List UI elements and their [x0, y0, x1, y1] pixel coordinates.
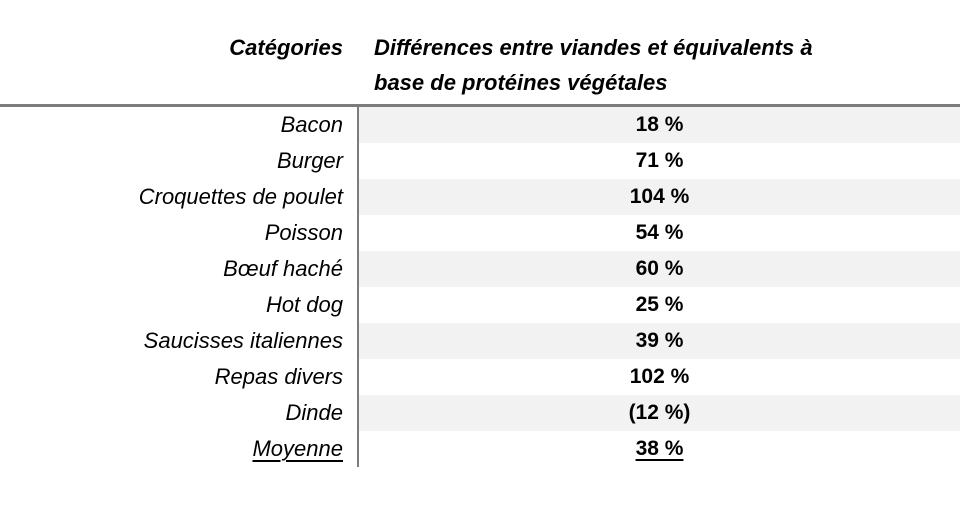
category-label: Burger [276, 148, 343, 173]
value-label: 104 % [629, 185, 690, 208]
value-label: 60 % [635, 257, 684, 280]
value-label: 54 % [635, 221, 684, 244]
category-label: Repas divers [214, 364, 343, 389]
table-row: Moyenne 38 % [0, 431, 960, 467]
table-row: Hot dog 25 % [0, 287, 960, 323]
value-label: 38 % [635, 437, 684, 460]
header-categories: Catégories [229, 35, 343, 60]
value-cell: 38 % [357, 431, 960, 467]
value-cell: 104 % [357, 179, 960, 215]
category-label: Croquettes de poulet [138, 184, 343, 209]
value-label: (12 %) [628, 401, 691, 424]
header-differences: Différences entre viandes et équivalents… [374, 35, 813, 95]
category-label: Saucisses italiennes [143, 328, 343, 353]
value-label: 39 % [635, 329, 684, 352]
value-cell: (12 %) [357, 395, 960, 431]
table-row: Repas divers 102 % [0, 359, 960, 395]
table-header-row: Catégories Différences entre viandes et … [0, 0, 960, 107]
category-cell: Hot dog [0, 287, 357, 323]
table-row: Dinde (12 %) [0, 395, 960, 431]
value-label: 18 % [635, 113, 684, 136]
category-label: Poisson [264, 220, 343, 245]
value-cell: 54 % [357, 215, 960, 251]
value-cell: 60 % [357, 251, 960, 287]
table-row: Poisson 54 % [0, 215, 960, 251]
comparison-table: Catégories Différences entre viandes et … [0, 0, 960, 467]
table-row: Saucisses italiennes 39 % [0, 323, 960, 359]
category-cell: Moyenne [0, 431, 357, 467]
table-row: Bœuf haché 60 % [0, 251, 960, 287]
value-cell: 102 % [357, 359, 960, 395]
category-label: Dinde [285, 400, 343, 425]
value-label: 71 % [635, 149, 684, 172]
category-label: Bœuf haché [223, 256, 343, 281]
category-cell: Burger [0, 143, 357, 179]
category-label: Bacon [280, 112, 343, 137]
value-cell: 25 % [357, 287, 960, 323]
category-cell: Repas divers [0, 359, 357, 395]
value-label: 102 % [629, 365, 690, 388]
value-cell: 39 % [357, 323, 960, 359]
category-cell: Saucisses italiennes [0, 323, 357, 359]
category-cell: Dinde [0, 395, 357, 431]
value-cell: 18 % [357, 107, 960, 143]
value-cell: 71 % [357, 143, 960, 179]
category-cell: Bacon [0, 107, 357, 143]
value-label: 25 % [635, 293, 684, 316]
table-row: Croquettes de poulet 104 % [0, 179, 960, 215]
category-cell: Bœuf haché [0, 251, 357, 287]
category-cell: Poisson [0, 215, 357, 251]
table-row: Bacon 18 % [0, 107, 960, 143]
category-label: Hot dog [265, 292, 343, 317]
table-row: Burger 71 % [0, 143, 960, 179]
category-cell: Croquettes de poulet [0, 179, 357, 215]
category-label: Moyenne [252, 436, 343, 461]
table-body: Bacon 18 % Burger 71 % Croquettes de pou… [0, 107, 960, 467]
